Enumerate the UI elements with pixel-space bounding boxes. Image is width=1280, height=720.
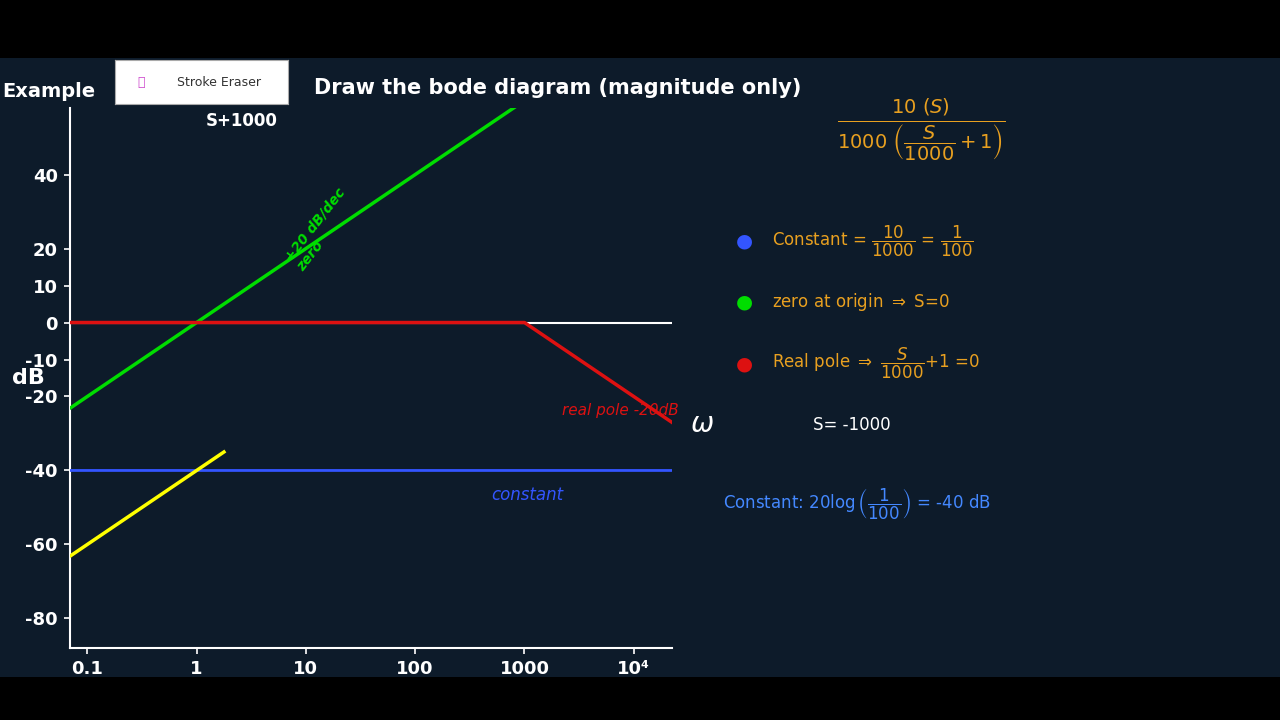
Text: S= -1000: S= -1000 bbox=[813, 415, 891, 433]
Text: $\frac{10\ (S)}{1000\ \left(\dfrac{S}{1000}+1\right)}$: $\frac{10\ (S)}{1000\ \left(\dfrac{S}{10… bbox=[837, 96, 1006, 163]
Text: dB: dB bbox=[12, 368, 45, 388]
Text: ●: ● bbox=[736, 232, 753, 251]
Text: Constant = $\dfrac{10}{1000}$ = $\dfrac{1}{100}$: Constant = $\dfrac{10}{1000}$ = $\dfrac{… bbox=[772, 224, 974, 258]
Text: zero at origin $\Rightarrow$ S=0: zero at origin $\Rightarrow$ S=0 bbox=[772, 292, 950, 313]
Text: Real pole $\Rightarrow$ $\dfrac{S}{1000}$+1 =0: Real pole $\Rightarrow$ $\dfrac{S}{1000}… bbox=[772, 346, 979, 381]
Text: S+1000: S+1000 bbox=[205, 112, 278, 130]
Text: +20 dB/dec
zero: +20 dB/dec zero bbox=[282, 185, 360, 274]
Text: Draw the bode diagram (magnitude only): Draw the bode diagram (magnitude only) bbox=[314, 78, 801, 98]
Text: constant: constant bbox=[492, 486, 563, 504]
Text: 🖊: 🖊 bbox=[137, 76, 145, 89]
Text: real pole -20dB: real pole -20dB bbox=[562, 403, 678, 418]
Text: $\omega$: $\omega$ bbox=[690, 410, 714, 438]
Text: ●: ● bbox=[736, 354, 753, 373]
Text: Stroke Eraser: Stroke Eraser bbox=[177, 76, 261, 89]
Text: Constant: $20\log\left(\dfrac{1}{100}\right)$ = -40 dB: Constant: $20\log\left(\dfrac{1}{100}\ri… bbox=[723, 487, 991, 522]
Text: Example: Example bbox=[3, 82, 96, 102]
Text: ●: ● bbox=[736, 293, 753, 312]
